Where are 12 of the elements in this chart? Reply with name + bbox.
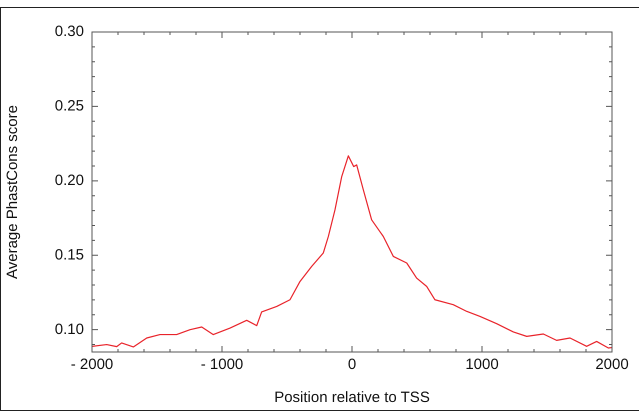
y-tick-label: 0.10 <box>54 320 84 338</box>
y-axis-title: Average PhastCons score <box>4 105 22 279</box>
y-tick-label: 0.30 <box>54 23 84 40</box>
x-tick-label: 0 <box>348 356 356 374</box>
y-tick-label: 0.15 <box>54 246 84 264</box>
x-tick-label: - 2000 <box>70 356 114 374</box>
x-axis-title: Position relative to TSS <box>274 389 430 406</box>
y-tick-label: 0.20 <box>54 172 84 189</box>
x-tick-label: - 1000 <box>200 356 244 374</box>
x-tick-label: 1000 <box>465 356 499 374</box>
y-tick-label: 0.25 <box>54 98 84 115</box>
x-tick-label: 2000 <box>595 356 629 374</box>
